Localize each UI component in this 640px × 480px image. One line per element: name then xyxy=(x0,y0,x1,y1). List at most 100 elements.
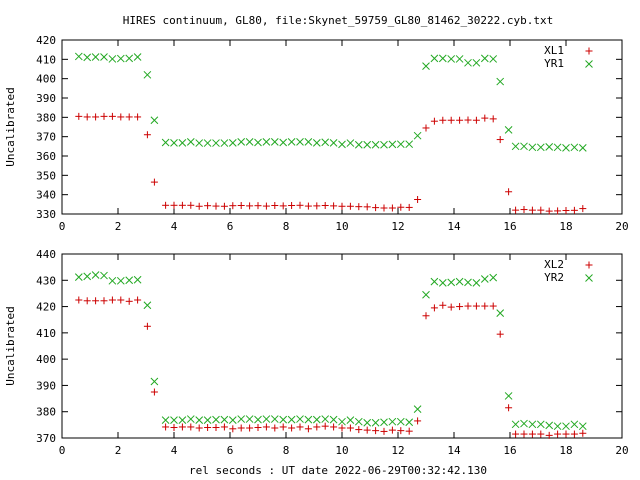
data-point-xl1 xyxy=(562,207,570,215)
data-point-yr1 xyxy=(220,139,229,147)
data-point-xl2 xyxy=(313,423,321,431)
top-series-xl1 xyxy=(75,112,587,215)
x-tick-label: 14 xyxy=(447,220,461,233)
data-point-xl2 xyxy=(321,422,329,430)
y-tick-label: 370 xyxy=(36,432,56,445)
data-point-yr2 xyxy=(464,278,472,287)
data-point-yr1 xyxy=(270,138,279,146)
data-point-xl2 xyxy=(346,424,354,432)
x-tick-label: 0 xyxy=(59,220,66,233)
y-tick-label: 430 xyxy=(36,274,56,287)
data-point-xl2 xyxy=(237,424,245,432)
data-point-yr1 xyxy=(496,77,505,86)
data-point-yr1 xyxy=(338,140,346,149)
data-point-xl1 xyxy=(246,202,254,210)
data-point-xl1 xyxy=(388,204,396,212)
data-point-yr2 xyxy=(279,415,288,424)
data-point-yr2 xyxy=(553,422,562,431)
x-tick-label: 16 xyxy=(503,220,516,233)
data-point-xl2 xyxy=(212,423,220,431)
data-point-yr2 xyxy=(150,377,159,386)
data-point-xl1 xyxy=(271,201,279,209)
data-point-xl2 xyxy=(296,423,304,431)
data-point-yr2 xyxy=(329,415,338,424)
data-point-xl1 xyxy=(75,112,83,120)
data-point-yr2 xyxy=(296,415,304,423)
data-point-yr2 xyxy=(237,415,246,423)
data-point-xl1 xyxy=(481,114,489,122)
data-point-xl2 xyxy=(464,302,472,310)
legend-marker-xl2 xyxy=(585,261,593,269)
data-point-xl1 xyxy=(296,201,304,209)
data-point-xl2 xyxy=(439,301,447,309)
data-point-yr2 xyxy=(133,275,142,284)
data-point-xl1 xyxy=(83,113,91,121)
y-tick-label: 370 xyxy=(36,131,56,144)
data-point-xl2 xyxy=(481,302,489,310)
x-tick-label: 18 xyxy=(559,444,572,457)
y-tick-label: 330 xyxy=(36,208,56,221)
data-point-yr2 xyxy=(363,418,372,427)
top-series-yr1 xyxy=(74,52,587,152)
data-point-xl2 xyxy=(505,404,513,412)
x-tick-label: 0 xyxy=(59,444,66,457)
data-point-yr2 xyxy=(100,271,108,280)
data-point-yr1 xyxy=(83,53,92,62)
data-point-yr1 xyxy=(262,138,271,146)
data-point-xl2 xyxy=(447,303,455,311)
data-point-yr1 xyxy=(545,143,554,151)
data-point-yr2 xyxy=(186,415,195,423)
data-point-yr2 xyxy=(504,392,513,400)
data-point-xl2 xyxy=(150,388,158,396)
data-point-xl1 xyxy=(430,117,438,125)
data-point-yr2 xyxy=(262,415,271,423)
data-point-xl1 xyxy=(262,202,270,210)
data-point-xl1 xyxy=(472,116,480,124)
x-tick-label: 16 xyxy=(503,444,516,457)
data-point-yr2 xyxy=(489,273,498,282)
data-point-xl2 xyxy=(562,430,570,438)
data-point-xl1 xyxy=(380,204,388,212)
data-point-yr2 xyxy=(254,415,262,424)
y-tick-label: 410 xyxy=(36,53,56,66)
top-x-ticks: 0 2 4 6 8 10 12 14 16 18 20 xyxy=(59,40,629,233)
data-point-yr2 xyxy=(380,418,388,427)
data-point-xl1 xyxy=(178,201,186,209)
data-point-yr1 xyxy=(405,140,414,149)
y-tick-label: 440 xyxy=(36,248,56,261)
data-point-xl1 xyxy=(570,206,578,214)
data-point-yr2 xyxy=(346,416,355,424)
data-point-yr1 xyxy=(413,131,422,140)
data-point-yr2 xyxy=(83,272,92,281)
data-point-yr2 xyxy=(245,415,254,423)
data-point-xl2 xyxy=(414,417,422,425)
data-point-yr1 xyxy=(228,138,237,147)
data-point-yr1 xyxy=(212,139,220,147)
data-point-yr1 xyxy=(116,54,125,63)
data-point-xl2 xyxy=(579,429,587,437)
data-point-xl2 xyxy=(143,322,151,330)
data-point-yr1 xyxy=(396,140,405,149)
data-point-xl1 xyxy=(204,202,212,210)
bottom-y-axis-label: Uncalibrated xyxy=(4,306,17,385)
data-point-yr2 xyxy=(447,278,456,287)
legend-marker-yr2 xyxy=(585,274,593,282)
data-point-yr2 xyxy=(287,415,296,424)
data-point-xl2 xyxy=(187,423,195,431)
data-point-xl1 xyxy=(304,202,312,210)
x-tick-label: 2 xyxy=(115,444,122,457)
data-point-yr1 xyxy=(279,138,288,147)
data-point-xl2 xyxy=(83,297,91,305)
x-tick-label: 8 xyxy=(283,444,290,457)
data-point-yr1 xyxy=(520,142,528,151)
data-point-yr1 xyxy=(363,140,372,149)
data-point-xl2 xyxy=(520,430,528,438)
data-point-yr1 xyxy=(528,143,537,152)
data-point-xl1 xyxy=(545,207,553,215)
data-point-yr1 xyxy=(472,58,481,67)
data-point-yr1 xyxy=(346,139,355,147)
data-point-xl2 xyxy=(489,302,497,310)
data-point-yr2 xyxy=(116,276,125,285)
legend-marker-yr1 xyxy=(585,60,593,68)
data-point-yr1 xyxy=(553,143,562,152)
